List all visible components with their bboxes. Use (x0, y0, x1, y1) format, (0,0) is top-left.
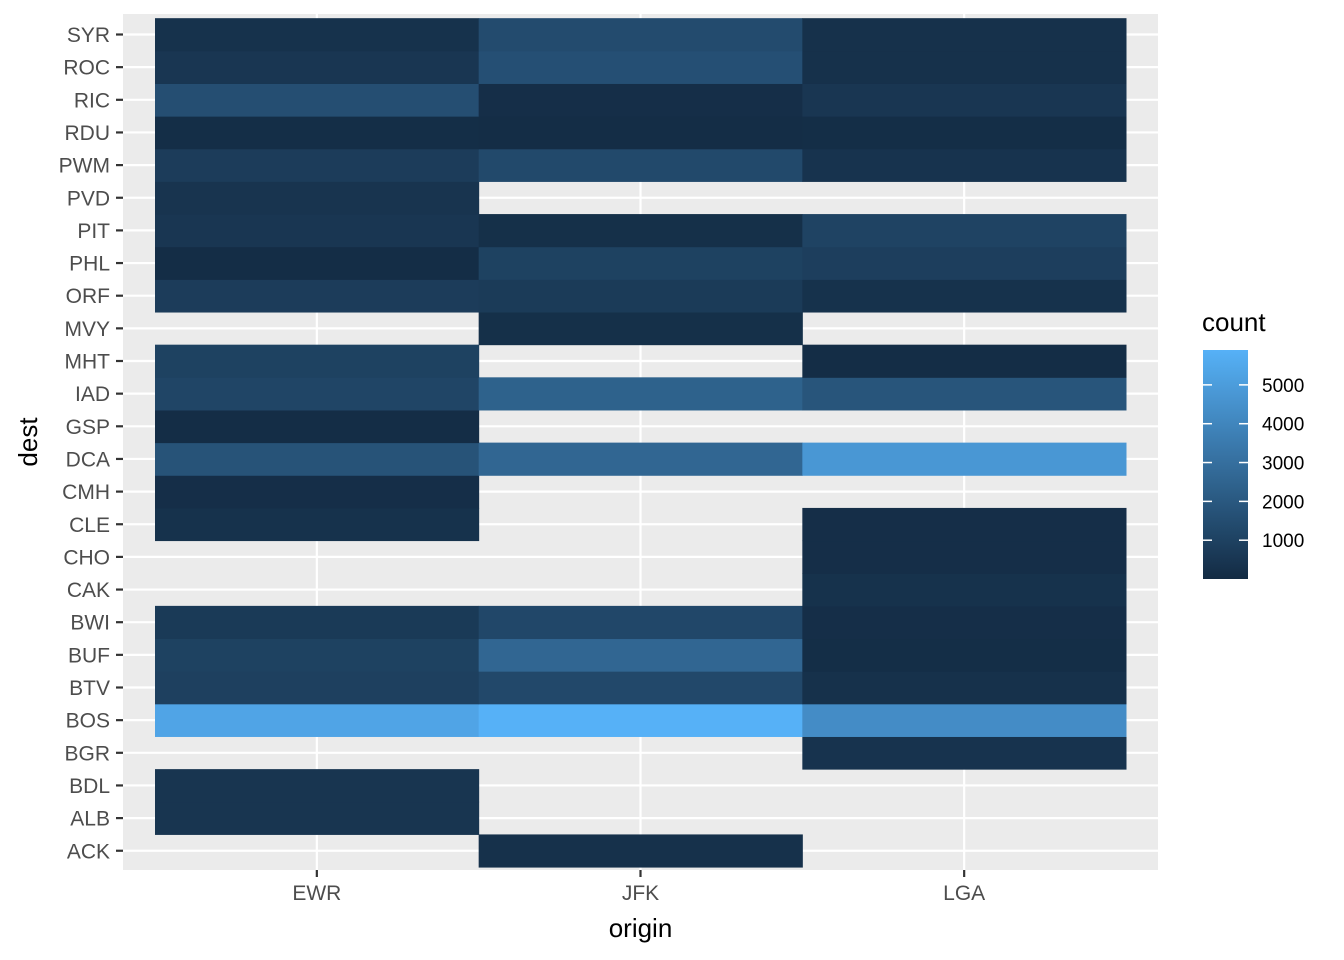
tile-jfk-rdu (478, 116, 803, 150)
tile-jfk-mvy (478, 312, 803, 346)
tile-lga-cak (802, 573, 1127, 607)
tile-ewr-cmh (155, 475, 480, 509)
tile-jfk-ack (478, 834, 803, 868)
tile-lga-dca (802, 442, 1127, 476)
tile-jfk-pit (478, 214, 803, 248)
legend-label-3000: 3000 (1262, 454, 1304, 475)
legend: count 1000 2000 3000 4000 5000 (1202, 307, 1304, 579)
y-tick-label-bdl: BDL (69, 775, 110, 798)
tile-lga-bwi (802, 605, 1127, 640)
y-axis: ACK ALB BDL BGR BOS BTV BUF BWI CAK CHO CLE CMH DCA G… (59, 24, 123, 863)
tile-jfk-iad (478, 377, 803, 411)
tile-ewr-pit (155, 214, 480, 248)
tile-lga-syr (802, 18, 1127, 52)
tile-lga-roc (802, 50, 1127, 84)
tile-ewr-pwm (155, 148, 480, 182)
tile-ewr-gsp (155, 409, 480, 444)
y-tick-label-pit: PIT (77, 220, 110, 243)
legend-label-4000: 4000 (1262, 415, 1304, 436)
tile-jfk-bwi (478, 605, 803, 640)
tile-ewr-iad (155, 377, 480, 411)
y-tick-label-iad: IAD (75, 383, 110, 406)
tile-jfk-btv (478, 671, 803, 705)
tile-jfk-dca (478, 442, 803, 476)
tile-ewr-pvd (155, 181, 480, 215)
tile-jfk-roc (478, 50, 803, 84)
legend-label-5000: 5000 (1262, 376, 1304, 397)
tile-ewr-btv (155, 671, 480, 705)
tile-jfk-buf (478, 638, 803, 672)
x-tick-label-lga: LGA (943, 882, 985, 905)
tile-lga-pwm (802, 148, 1127, 182)
tile-lga-btv (802, 671, 1127, 705)
tile-ewr-ric (155, 83, 480, 117)
tile-jfk-ric (478, 83, 803, 117)
tile-ewr-buf (155, 638, 480, 672)
tile-lga-mht (802, 344, 1127, 378)
tile-lga-buf (802, 638, 1127, 672)
tile-ewr-cle (155, 507, 480, 542)
y-tick-label-roc: ROC (63, 57, 110, 80)
tile-ewr-syr (155, 18, 480, 52)
y-tick-label-cmh: CMH (62, 481, 110, 504)
y-tick-label-cle: CLE (69, 514, 110, 537)
y-tick-label-mvy: MVY (64, 318, 110, 341)
y-tick-label-ack: ACK (67, 840, 110, 863)
tile-lga-orf (802, 279, 1127, 313)
tile-ewr-dca (155, 442, 480, 476)
y-tick-label-pvd: PVD (67, 187, 110, 210)
heatmap-tiles (155, 18, 1127, 868)
y-axis-title: dest (13, 417, 43, 467)
tile-ewr-phl (155, 246, 480, 280)
tile-ewr-orf (155, 279, 480, 313)
tile-jfk-pwm (478, 148, 803, 182)
tile-lga-bgr (802, 736, 1127, 770)
y-tick-label-gsp: GSP (66, 416, 110, 439)
x-axis: EWR JFK LGA (292, 870, 985, 905)
tile-lga-pit (802, 214, 1127, 248)
y-tick-label-rdu: RDU (65, 122, 111, 145)
y-tick-label-ric: RIC (74, 89, 110, 112)
tile-ewr-roc (155, 50, 480, 84)
tile-ewr-alb (155, 801, 480, 835)
tile-jfk-syr (478, 18, 803, 52)
tile-lga-phl (802, 246, 1127, 280)
x-axis-title: origin (609, 913, 673, 943)
y-tick-label-btv: BTV (69, 677, 110, 700)
y-tick-label-cho: CHO (63, 546, 110, 569)
y-tick-label-syr: SYR (67, 24, 110, 47)
y-tick-label-alb: ALB (70, 808, 110, 831)
tile-lga-cle (802, 507, 1127, 542)
y-tick-label-bgr: BGR (64, 742, 110, 765)
y-tick-label-orf: ORF (66, 285, 110, 308)
y-tick-label-bos: BOS (66, 710, 110, 733)
y-tick-label-mht: MHT (65, 351, 111, 374)
tile-jfk-phl (478, 246, 803, 280)
tile-jfk-bos (478, 703, 803, 737)
tile-lga-ric (802, 83, 1127, 117)
tile-lga-cho (802, 540, 1127, 574)
tile-lga-bos (802, 703, 1127, 737)
y-tick-label-pwm: PWM (59, 155, 110, 178)
legend-title: count (1202, 307, 1266, 337)
tile-lga-iad (802, 377, 1127, 411)
y-tick-label-cak: CAK (67, 579, 110, 602)
y-tick-label-dca: DCA (66, 448, 110, 471)
tile-lga-rdu (802, 116, 1127, 150)
y-tick-label-phl: PHL (69, 253, 110, 276)
y-tick-label-buf: BUF (68, 644, 110, 667)
tile-ewr-bdl (155, 769, 480, 803)
x-tick-label-jfk: JFK (622, 882, 659, 905)
legend-label-2000: 2000 (1262, 492, 1304, 513)
y-tick-label-bwi: BWI (70, 612, 110, 635)
tile-ewr-bwi (155, 605, 480, 640)
tile-jfk-orf (478, 279, 803, 313)
tile-ewr-mht (155, 344, 480, 378)
tile-ewr-bos (155, 703, 480, 737)
tile-ewr-rdu (155, 116, 480, 150)
x-tick-label-ewr: EWR (292, 882, 341, 905)
legend-label-1000: 1000 (1262, 531, 1304, 552)
